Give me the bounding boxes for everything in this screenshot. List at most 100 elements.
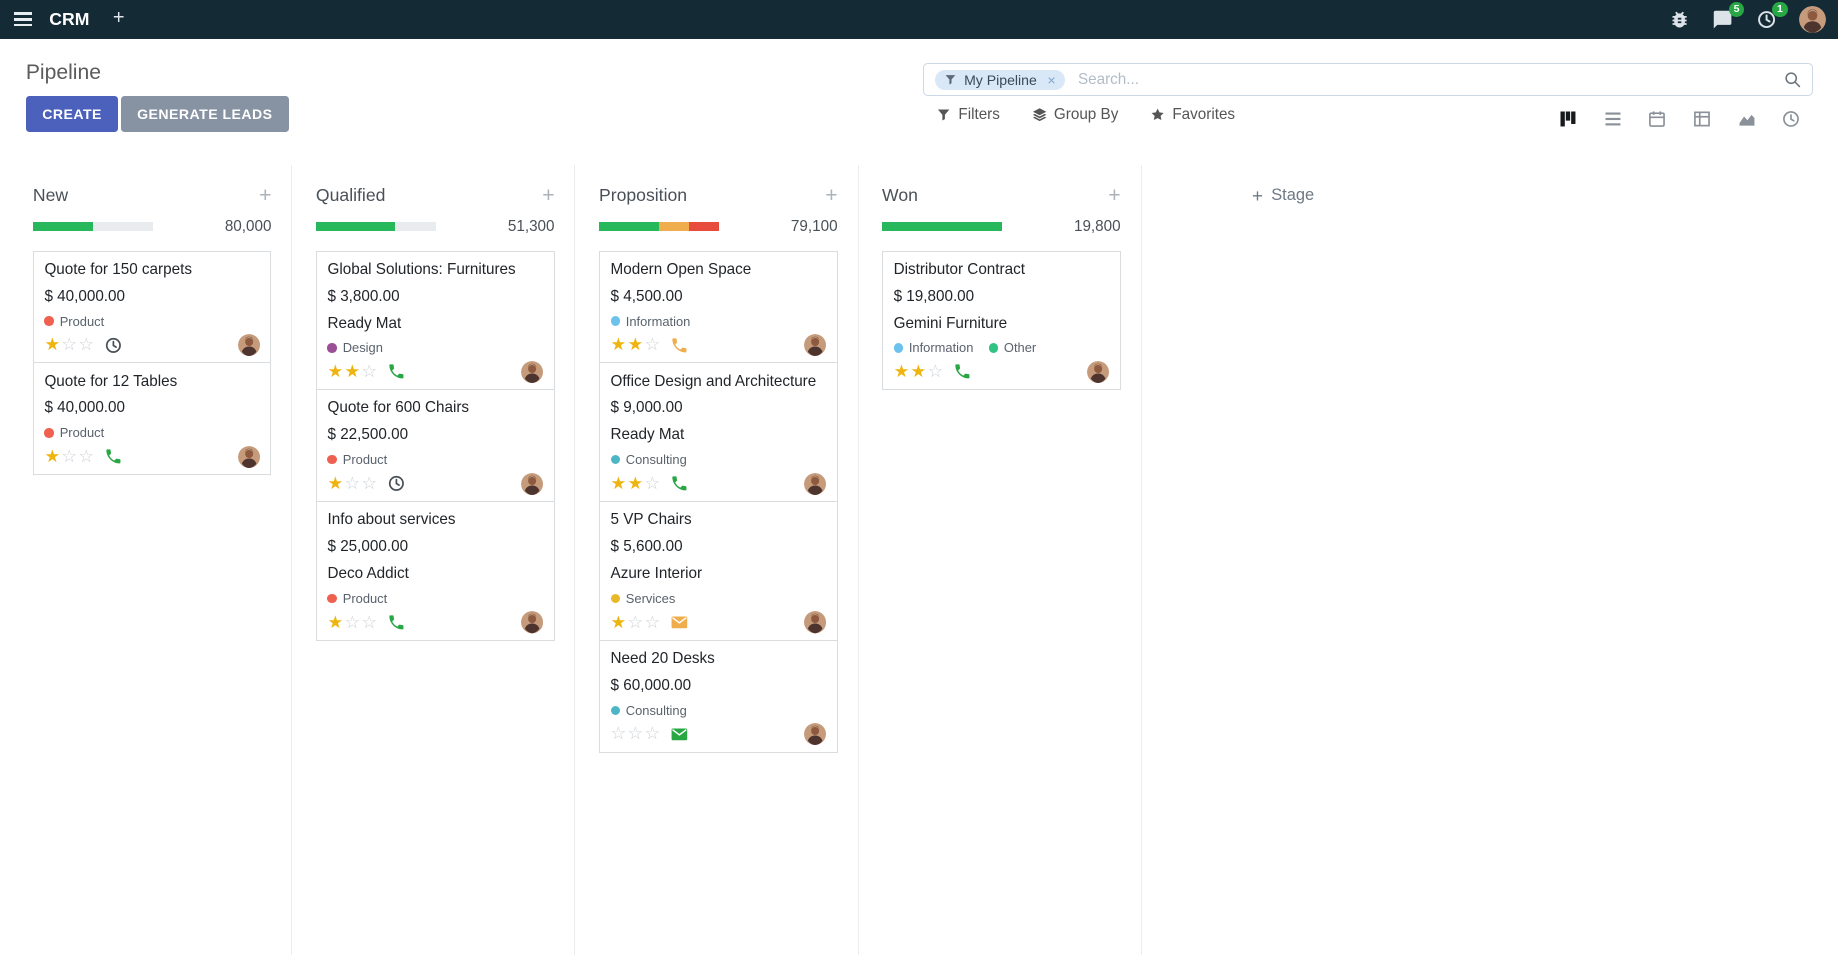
phone-icon[interactable]	[953, 362, 972, 381]
priority-star[interactable]: ★	[627, 334, 644, 355]
app-name[interactable]: CRM	[49, 8, 90, 29]
priority-stars: ★ ☆ ☆	[327, 472, 378, 493]
add-tab-button[interactable]: +	[112, 7, 125, 30]
clock-icon[interactable]	[387, 474, 406, 493]
card-amount: $ 4,500.00	[610, 287, 683, 305]
kanban-card[interactable]: Office Design and Architecture $ 9,000.0…	[598, 362, 838, 503]
progress-segment[interactable]	[658, 222, 689, 232]
column-progressbar[interactable]	[32, 222, 153, 232]
phone-icon[interactable]	[387, 613, 406, 632]
priority-star[interactable]: ☆	[344, 472, 361, 493]
priority-star[interactable]: ☆	[78, 445, 95, 466]
graph-view-icon[interactable]	[1724, 103, 1769, 134]
kanban-card[interactable]: Quote for 150 carpets $ 40,000.00 Produc…	[32, 250, 272, 364]
group-by-button[interactable]: Group By	[1032, 106, 1118, 123]
bug-icon[interactable]	[1669, 9, 1690, 30]
kanban-card[interactable]: Modern Open Space $ 4,500.00 Information…	[598, 250, 838, 364]
kanban-card[interactable]: Info about services $ 25,000.00 Deco Add…	[315, 501, 555, 642]
column-progressbar[interactable]	[315, 222, 436, 232]
priority-star[interactable]: ☆	[361, 361, 378, 381]
facet-remove-icon[interactable]: ×	[1047, 71, 1056, 88]
kanban-card[interactable]: Distributor Contract $ 19,800.00 Gemini …	[882, 250, 1121, 391]
priority-star[interactable]: ★	[610, 334, 627, 355]
messages-icon[interactable]: 5	[1712, 1, 1745, 30]
column-progressbar[interactable]	[598, 222, 719, 232]
column-progressbar[interactable]	[882, 222, 1002, 232]
phone-icon[interactable]	[670, 474, 689, 493]
activity-view-icon[interactable]	[1769, 103, 1814, 134]
priority-star[interactable]: ☆	[610, 723, 627, 744]
priority-star[interactable]: ☆	[927, 361, 944, 381]
priority-star[interactable]: ★	[610, 611, 627, 632]
priority-star[interactable]: ★	[910, 361, 927, 381]
priority-star[interactable]: ★	[627, 472, 644, 493]
progress-segment[interactable]	[688, 222, 719, 232]
progress-segment[interactable]	[315, 222, 395, 232]
progress-segment[interactable]	[598, 222, 659, 232]
priority-star[interactable]: ☆	[344, 611, 361, 632]
priority-star[interactable]: ★	[344, 361, 361, 381]
priority-star[interactable]: ☆	[644, 472, 661, 493]
quick-create-button[interactable]: +	[1108, 183, 1121, 207]
pivot-view-icon[interactable]	[1680, 103, 1725, 134]
list-view-icon[interactable]	[1590, 103, 1635, 134]
priority-star[interactable]: ☆	[361, 611, 378, 632]
priority-star[interactable]: ★	[327, 361, 344, 381]
search-input[interactable]	[1075, 70, 1784, 90]
kanban-view-icon[interactable]	[1546, 103, 1591, 134]
priority-star[interactable]: ★	[610, 472, 627, 493]
filters-button[interactable]: Filters	[936, 106, 1000, 123]
tag-color-dot	[44, 316, 54, 326]
menu-icon[interactable]	[12, 8, 34, 31]
create-button[interactable]: CREATE	[25, 96, 119, 132]
priority-star[interactable]: ☆	[644, 334, 661, 355]
column-total: 80,000	[224, 218, 272, 236]
tag-label: Product	[59, 313, 105, 329]
phone-icon[interactable]	[670, 336, 689, 355]
calendar-view-icon[interactable]	[1635, 103, 1680, 134]
activities-icon[interactable]: 1	[1756, 1, 1788, 30]
card-amount: $ 40,000.00	[44, 287, 125, 305]
priority-star[interactable]: ★	[327, 472, 344, 493]
progress-segment[interactable]	[32, 222, 93, 232]
kanban-card[interactable]: Quote for 600 Chairs $ 22,500.00 Product…	[315, 389, 555, 503]
priority-star[interactable]: ☆	[78, 334, 95, 355]
kanban-card[interactable]: Global Solutions: Furnitures $ 3,800.00 …	[315, 250, 555, 391]
progress-segment[interactable]	[882, 222, 1002, 232]
priority-star[interactable]: ☆	[644, 723, 661, 744]
favorites-button[interactable]: Favorites	[1150, 106, 1235, 123]
search-bar[interactable]: My Pipeline ×	[923, 63, 1814, 97]
phone-icon[interactable]	[104, 447, 123, 466]
priority-star[interactable]: ★	[327, 611, 344, 632]
generate-leads-button[interactable]: GENERATE LEADS	[120, 96, 289, 132]
quick-create-button[interactable]: +	[259, 183, 272, 207]
quick-create-button[interactable]: +	[825, 183, 838, 207]
clock-icon[interactable]	[104, 336, 123, 355]
envelope-icon[interactable]	[670, 725, 689, 744]
phone-icon[interactable]	[387, 362, 406, 381]
column-total: 79,100	[790, 218, 838, 236]
add-stage-button[interactable]: + Stage	[1252, 184, 1314, 207]
envelope-icon[interactable]	[670, 613, 689, 632]
priority-star[interactable]: ☆	[61, 334, 78, 355]
priority-star[interactable]: ☆	[644, 611, 661, 632]
avatar	[237, 445, 260, 468]
kanban-card[interactable]: Need 20 Desks $ 60,000.00 Consulting ☆ ☆ ☆	[598, 639, 838, 753]
priority-star[interactable]: ★	[893, 361, 910, 381]
card-title: 5 VP Chairs	[610, 511, 692, 529]
priority-star[interactable]: ☆	[361, 472, 378, 493]
card-title: Quote for 12 Tables	[44, 372, 178, 390]
priority-star[interactable]: ★	[44, 334, 61, 355]
priority-star[interactable]: ☆	[627, 611, 644, 632]
kanban-card[interactable]: Quote for 12 Tables $ 40,000.00 Product …	[32, 362, 272, 476]
user-avatar[interactable]	[1799, 5, 1827, 33]
avatar	[1086, 360, 1110, 383]
card-title: Modern Open Space	[610, 260, 752, 278]
quick-create-button[interactable]: +	[542, 183, 555, 207]
tag: Other	[988, 340, 1036, 355]
priority-star[interactable]: ★	[44, 445, 61, 466]
priority-star[interactable]: ☆	[61, 445, 78, 466]
priority-star[interactable]: ☆	[627, 723, 644, 744]
kanban-card[interactable]: 5 VP Chairs $ 5,600.00 Azure Interior Se…	[598, 501, 838, 642]
tag-color-dot	[610, 316, 620, 326]
